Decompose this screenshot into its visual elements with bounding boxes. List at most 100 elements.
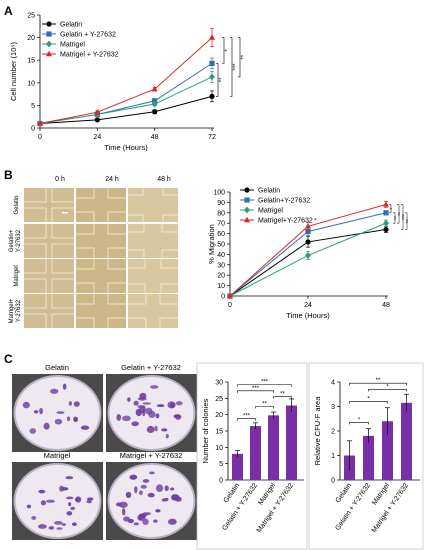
colony xyxy=(48,526,55,530)
significance-bracket xyxy=(238,37,241,78)
x-tick-label: Gelatin + Y-27632 xyxy=(221,482,259,532)
colony xyxy=(86,499,92,504)
colony xyxy=(164,485,169,492)
wound-outline xyxy=(24,294,74,328)
y-tick-label: 90 xyxy=(217,200,225,207)
y-tick-label: 0 xyxy=(221,294,225,301)
series-line-2 xyxy=(39,76,213,124)
microscopy-image xyxy=(76,188,126,222)
x-tick-label: 0 xyxy=(38,134,42,141)
x-tick-label: Gelatin + Y-27632 xyxy=(334,482,372,532)
colony xyxy=(137,514,146,521)
colony xyxy=(119,501,128,508)
colony xyxy=(65,476,74,480)
wound-edge xyxy=(24,259,74,293)
wound-edge xyxy=(24,294,74,328)
significance-bracket xyxy=(216,63,219,97)
legend-marker xyxy=(244,216,250,223)
colony xyxy=(50,388,59,394)
colony xyxy=(68,401,73,406)
significance-bracket xyxy=(349,401,388,404)
colony xyxy=(54,521,63,525)
colony xyxy=(175,401,183,406)
legend-label: Matrigel+Y-27632 xyxy=(258,218,313,225)
significance-label: *** xyxy=(402,214,408,220)
bar xyxy=(401,402,412,480)
microscopy-image xyxy=(76,259,126,293)
wound-outline xyxy=(128,188,178,222)
colony xyxy=(26,504,32,509)
colony xyxy=(134,486,138,494)
wound-edge xyxy=(24,224,74,258)
panel-letter-a: A xyxy=(4,4,13,18)
colony xyxy=(70,506,75,511)
significance-label: ** xyxy=(394,216,400,220)
row-label: Gelatin+Y-27632 xyxy=(9,229,22,252)
colony xyxy=(133,400,139,406)
wound-edge xyxy=(76,294,126,328)
bar xyxy=(268,415,279,480)
colony xyxy=(154,425,158,432)
colony xyxy=(62,383,67,390)
colony xyxy=(56,527,63,530)
x-tick-label: 24 xyxy=(93,134,101,141)
colony xyxy=(125,491,132,499)
wound-edge xyxy=(128,188,178,222)
significance-label: * xyxy=(225,49,231,52)
significance-label: ** xyxy=(262,402,267,408)
series-line-0 xyxy=(39,95,213,124)
culture-dish xyxy=(13,463,102,539)
row-label-line: Gelatin+ xyxy=(9,229,15,252)
wound-outline xyxy=(128,294,178,328)
colony xyxy=(33,410,39,414)
colony xyxy=(133,522,139,526)
significance-label: *** xyxy=(252,386,260,392)
legend-marker xyxy=(244,187,250,193)
x-tick-label: 72 xyxy=(208,134,216,141)
panel-letter-b: B xyxy=(4,168,13,182)
y-tick-label: 20 xyxy=(27,35,35,42)
colony xyxy=(121,508,126,516)
bar xyxy=(382,421,393,480)
colony xyxy=(165,434,169,439)
data-point xyxy=(383,219,389,227)
significance-label: ** xyxy=(241,54,247,59)
y-tick-label: 5 xyxy=(219,461,223,468)
dish-label: Gelatin xyxy=(45,363,69,372)
microscopy-image xyxy=(128,259,178,293)
wound-edge xyxy=(128,224,178,258)
colony xyxy=(161,428,168,432)
y-tick-label: 20 xyxy=(217,273,225,280)
colony xyxy=(122,415,131,422)
microscopy-image xyxy=(24,188,74,222)
colony xyxy=(43,422,50,430)
series-line-3 xyxy=(39,37,213,124)
row-label-line: Y-27632 xyxy=(16,229,22,252)
y-tick-label: 10 xyxy=(27,80,35,87)
x-tick-label: 24 xyxy=(304,302,312,309)
colony xyxy=(61,523,67,526)
colony xyxy=(137,397,147,401)
significance-label: *** xyxy=(233,63,239,71)
microscopy-image xyxy=(76,294,126,328)
y-axis-label: Number of colonies xyxy=(201,398,210,463)
colony xyxy=(155,509,161,513)
y-tick-label: 30 xyxy=(215,380,223,387)
data-point xyxy=(383,201,389,207)
microscopy-images: GelatinGelatin+Y-27632MatrigelMatrigel+Y… xyxy=(9,188,178,328)
wound-outline xyxy=(128,259,178,293)
y-tick-label: 30 xyxy=(217,262,225,269)
x-tick-label: 48 xyxy=(382,302,390,309)
y-tick-label: 80 xyxy=(217,210,225,217)
microscopy-image xyxy=(128,188,178,222)
significance-label: ** xyxy=(219,77,225,82)
colony xyxy=(174,414,182,420)
colony xyxy=(156,404,165,408)
bar xyxy=(250,426,261,480)
wound-outline xyxy=(24,224,74,258)
significance-bracket xyxy=(349,422,369,425)
colony xyxy=(138,490,143,496)
data-point xyxy=(151,85,158,92)
colony xyxy=(155,413,160,419)
microscopy-image xyxy=(128,224,178,258)
